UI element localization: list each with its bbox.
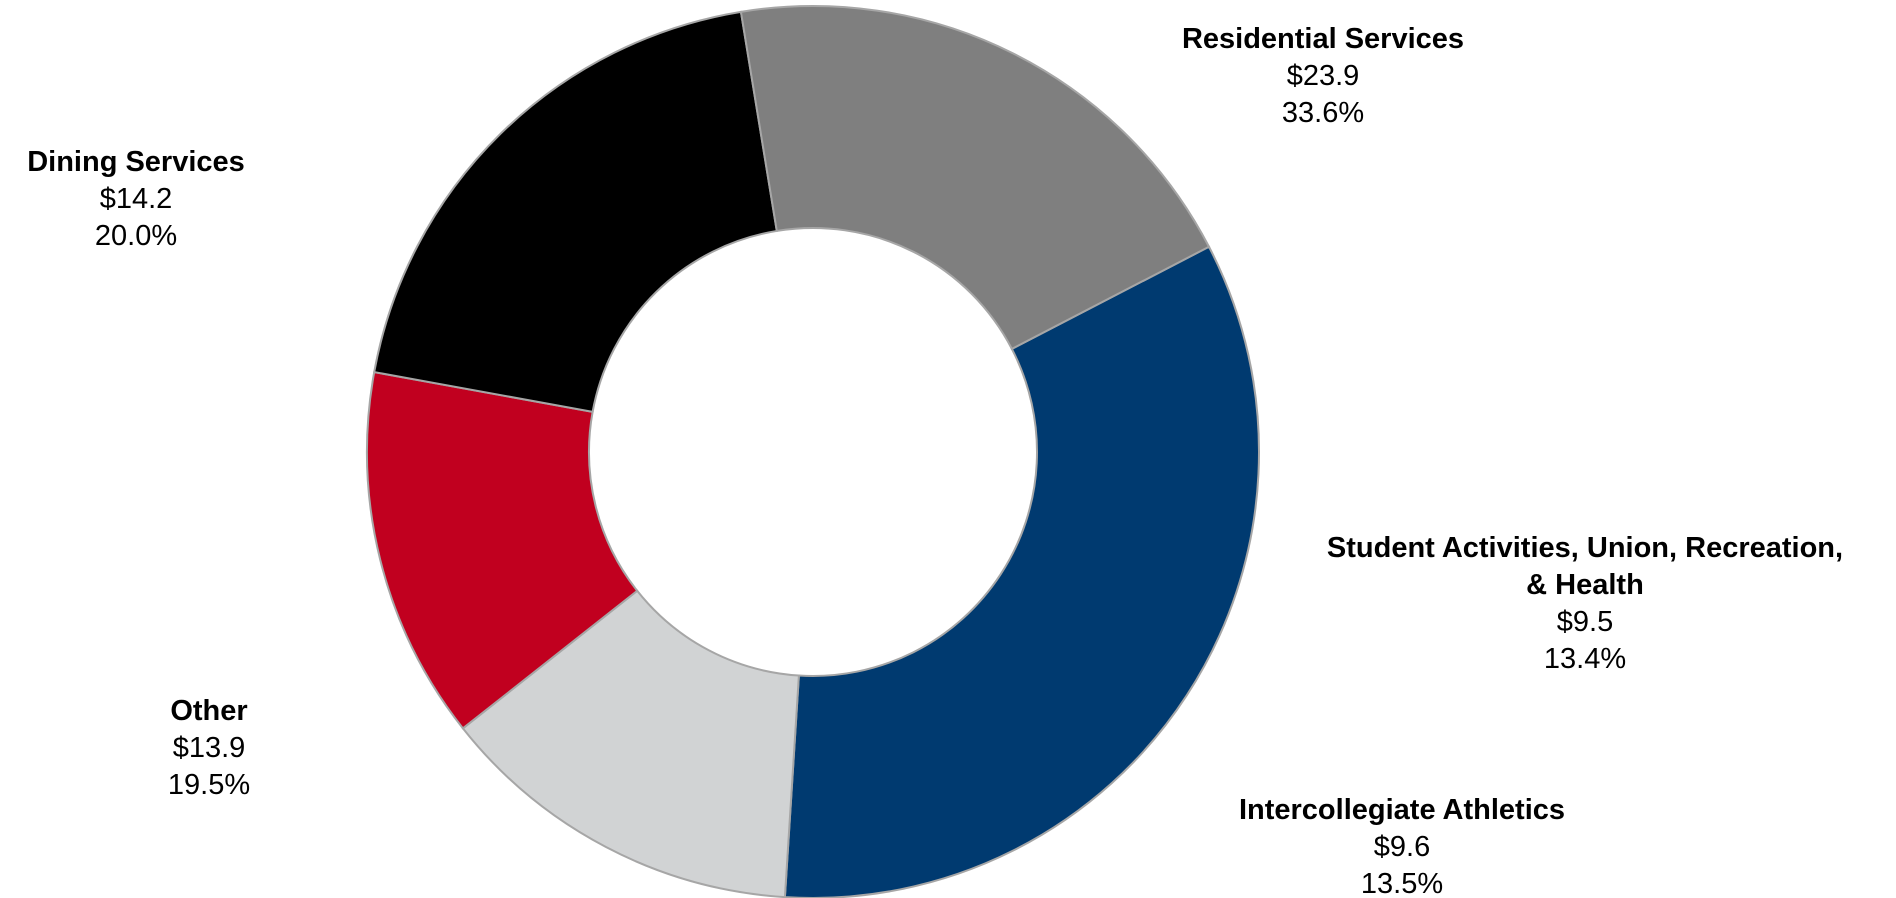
slice-label-line-1: Dining Services [27, 146, 245, 178]
slice-student-activities-union-recreation-health [461, 589, 800, 898]
slice-intercollegiate-athletics [366, 370, 639, 730]
slice-value-label: $14.2 [100, 183, 173, 215]
slice-percent-label: 13.4% [1544, 643, 1626, 675]
slice-residential-services [783, 245, 1260, 898]
data-label-other: Other $13.9 19.5% [168, 695, 250, 801]
slice-value-label: $9.5 [1557, 606, 1613, 638]
slice-dining-services [739, 5, 1211, 351]
data-label-dining-services: Dining Services $14.2 20.0% [27, 146, 245, 252]
data-label-intercollegiate-athletics: Intercollegiate Athletics $9.6 13.5% [1239, 794, 1565, 898]
slice-percent-label: 13.5% [1361, 868, 1443, 898]
slice-value-label: $23.9 [1287, 60, 1360, 92]
slice-value-label: $13.9 [173, 732, 246, 764]
donut-data-labels: Residential Services $23.9 33.6% Student Ac… [27, 23, 1843, 898]
data-label-student-activities-union-recreation-health: Student Activities, Union, Recreation, & … [1327, 532, 1843, 675]
data-label-residential-services: Residential Services $23.9 33.6% [1182, 23, 1464, 129]
slice-label-line-1: Other [170, 695, 247, 727]
slice-percent-label: 19.5% [168, 769, 250, 801]
donut-slices [366, 5, 1260, 898]
slice-label-line-1: Residential Services [1182, 23, 1464, 55]
slice-percent-label: 20.0% [95, 220, 177, 252]
slice-label-line-1: Student Activities, Union, Recreation, [1327, 532, 1843, 564]
slice-other [373, 10, 778, 414]
slice-label-line-1: Intercollegiate Athletics [1239, 794, 1565, 826]
slice-label-line-2: & Health [1526, 569, 1644, 601]
slice-percent-label: 33.6% [1282, 97, 1364, 129]
slice-value-label: $9.6 [1374, 831, 1430, 863]
